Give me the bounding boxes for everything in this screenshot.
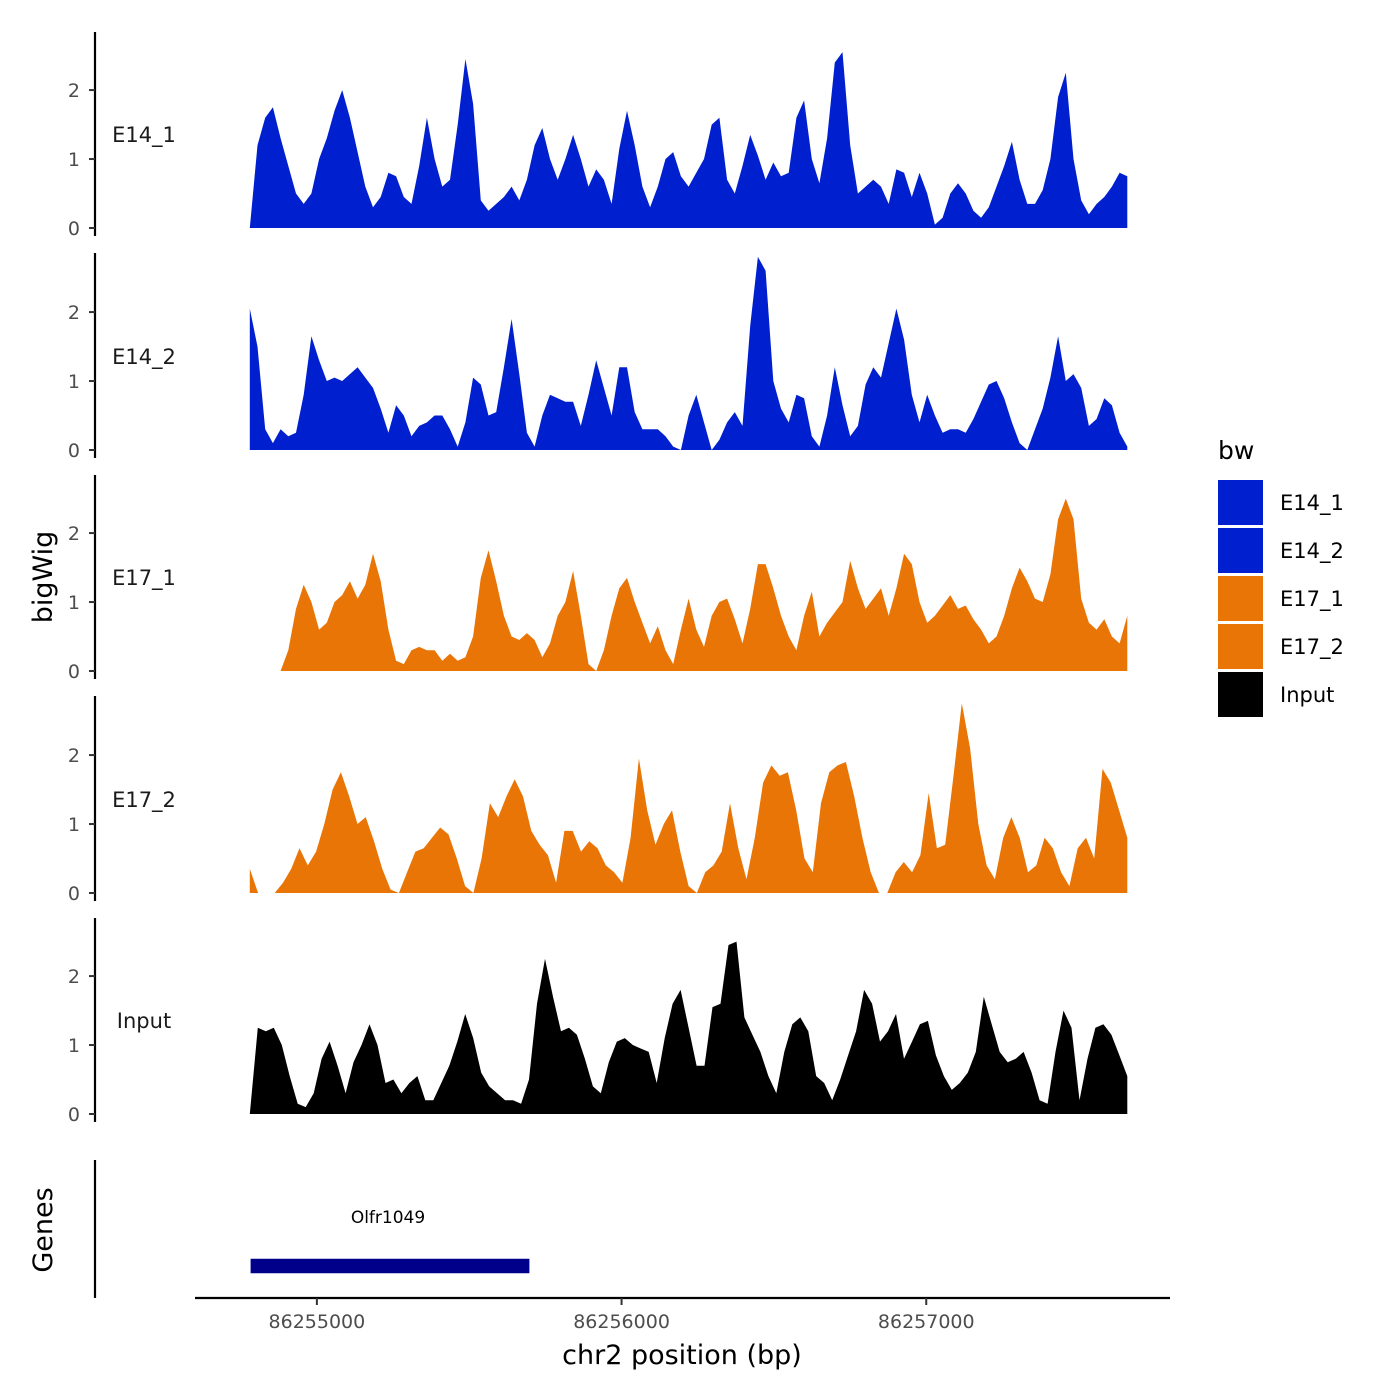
y-tick-label: 2 bbox=[68, 80, 80, 102]
track-label: E14_2 bbox=[112, 345, 176, 370]
x-tick-label: 86256000 bbox=[573, 1311, 670, 1333]
legend-label-Input: Input bbox=[1280, 683, 1334, 707]
y-tick-label: 0 bbox=[68, 883, 80, 905]
track-E14_2: 0 1 2 E14_2 bbox=[68, 253, 1128, 462]
y-tick-label: 0 bbox=[68, 1104, 80, 1126]
y-tick-label: 1 bbox=[68, 149, 80, 171]
coverage-area-E17_1 bbox=[249, 498, 1128, 671]
y-tick-label: 1 bbox=[68, 1035, 80, 1057]
x-tick-label: 86257000 bbox=[878, 1311, 975, 1333]
x-tick-label: 86255000 bbox=[269, 1311, 366, 1333]
coverage-area-E17_2 bbox=[249, 703, 1128, 893]
y-tick-label: 1 bbox=[68, 814, 80, 836]
y-tick-label: 0 bbox=[68, 440, 80, 462]
legend-key-Input bbox=[1218, 672, 1263, 717]
y-tick-label: 0 bbox=[68, 218, 80, 240]
track-Input: 0 1 2 Input bbox=[68, 918, 1128, 1126]
legend-key-E14_1 bbox=[1218, 480, 1263, 525]
legend-label-E17_1: E17_1 bbox=[1280, 587, 1344, 612]
gene-label: Olfr1049 bbox=[351, 1208, 425, 1228]
track-E14_1: 0 1 2 E14_1 bbox=[68, 32, 1128, 240]
x-axis: 86255000 86256000 86257000 bbox=[195, 1296, 1170, 1333]
y-tick-label: 2 bbox=[68, 745, 80, 767]
legend-key-E17_1 bbox=[1218, 576, 1263, 621]
legend-label-E17_2: E17_2 bbox=[1280, 635, 1344, 660]
y-tick-label: 1 bbox=[68, 592, 80, 614]
y-tick-label: 0 bbox=[68, 661, 80, 683]
track-E17_1: 0 1 2 E17_1 bbox=[68, 475, 1128, 683]
genes-track-title: Genes bbox=[28, 1187, 59, 1272]
y-axis-title: bigWig bbox=[28, 531, 59, 624]
coverage-area-E14_1 bbox=[249, 52, 1128, 228]
track-label: E17_2 bbox=[112, 788, 176, 813]
coverage-area-Input bbox=[249, 941, 1128, 1114]
legend-key-E14_2 bbox=[1218, 528, 1263, 573]
gene-bar bbox=[249, 1257, 531, 1275]
legend-key-E17_2 bbox=[1218, 624, 1263, 669]
track-E17_2: 0 1 2 E17_2 bbox=[68, 696, 1128, 905]
y-tick-label: 2 bbox=[68, 302, 80, 324]
legend-title: bw bbox=[1218, 436, 1254, 465]
legend-label-E14_2: E14_2 bbox=[1280, 539, 1344, 564]
y-tick-label: 2 bbox=[68, 523, 80, 545]
track-label: E17_1 bbox=[112, 566, 176, 591]
coverage-area-E14_2 bbox=[249, 256, 1128, 450]
legend: E14_1 E14_2 E17_1 E17_2 Input bbox=[1218, 480, 1344, 717]
track-label: E14_1 bbox=[112, 123, 176, 148]
legend-label-E14_1: E14_1 bbox=[1280, 491, 1344, 516]
genes-track: Olfr1049 bbox=[93, 1160, 531, 1298]
y-tick-label: 2 bbox=[68, 966, 80, 988]
y-tick-label: 1 bbox=[68, 371, 80, 393]
track-label: Input bbox=[117, 1009, 171, 1033]
x-axis-title: chr2 position (bp) bbox=[562, 1340, 802, 1371]
